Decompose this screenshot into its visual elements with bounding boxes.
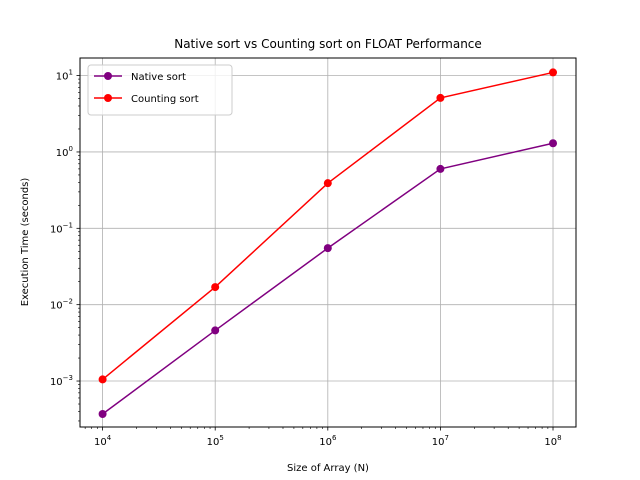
legend-label: Native sort [131, 72, 186, 83]
y-axis-label: Execution Time (seconds) [20, 178, 31, 307]
legend: Native sort Counting sort [87, 64, 233, 116]
y-tick-label: 101 [56, 69, 73, 83]
legend-box [87, 64, 233, 116]
x-axis-label: Size of Array (N) [287, 463, 369, 474]
y-tick-label: 10−2 [50, 298, 73, 312]
data-point [436, 164, 445, 173]
data-point [323, 244, 332, 253]
x-tick-label: 108 [544, 434, 561, 448]
data-point [549, 139, 558, 148]
x-tick-label: 105 [207, 434, 224, 448]
y-tick-label: 100 [56, 145, 73, 159]
chart-title: Native sort vs Counting sort on FLOAT Pe… [174, 37, 482, 51]
legend-label: Counting sort [131, 94, 199, 105]
x-tick-label: 107 [432, 434, 449, 448]
data-point [211, 326, 220, 335]
legend-marker [104, 94, 112, 102]
y-tick-label: 10−3 [50, 374, 73, 388]
grid-layer [80, 58, 576, 427]
data-point [549, 68, 558, 77]
x-tick-label: 104 [94, 434, 112, 448]
data-point [98, 375, 107, 384]
x-tick-label: 106 [319, 434, 337, 448]
data-point [323, 179, 332, 188]
series-layer [98, 68, 558, 418]
data-point [211, 283, 220, 292]
legend-marker [104, 72, 112, 80]
tick-layer: 104 105 106 107 108 10−3 10−2 10−1 100 101 [50, 69, 562, 448]
data-point [436, 93, 445, 102]
y-tick-label: 10−1 [50, 221, 73, 235]
data-point [98, 409, 107, 418]
